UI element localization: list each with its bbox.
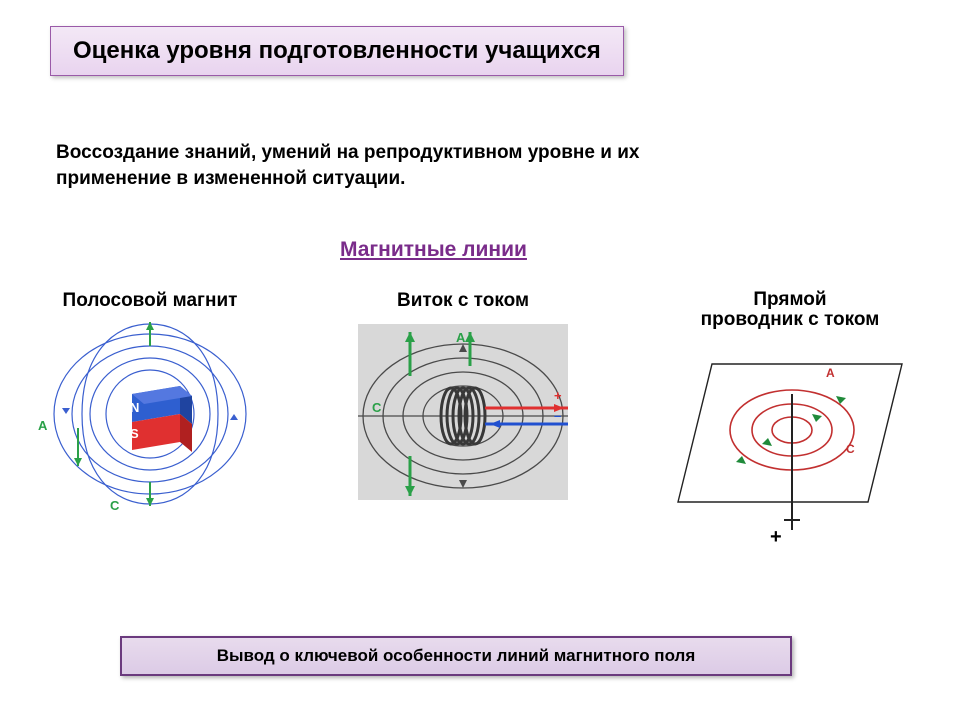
straight-wire-figure — [666, 334, 914, 540]
axis-a-label: А — [38, 418, 47, 433]
slide-body: Оценка уровня подготовленности учащихся … — [0, 0, 960, 720]
minus-label: – — [554, 408, 561, 423]
diagram-label: Прямой проводник с током — [640, 290, 940, 330]
axis-a-label: А — [456, 330, 465, 345]
diagrams-row: Полосовой магнит — [0, 290, 960, 590]
axis-c-label: С — [110, 498, 119, 513]
diagram-bar-magnet: Полосовой магнит — [20, 290, 280, 512]
diagram-label: Полосовой магнит — [20, 290, 280, 312]
conclusion-text: Вывод о ключевой особенности линий магни… — [217, 646, 696, 665]
conclusion-box: Вывод о ключевой особенности линий магни… — [120, 636, 792, 676]
intro-paragraph: Воссоздание знаний, умений на репродукти… — [56, 140, 696, 191]
plus-label: + — [770, 526, 782, 549]
plus-label: + — [554, 388, 562, 403]
diagram-label: Виток с током — [318, 290, 608, 312]
page-title: Оценка уровня подготовленности учащихся — [73, 37, 601, 64]
axis-c-label: С — [846, 442, 855, 456]
section-heading: Магнитные линии — [340, 238, 527, 262]
diagram-current-loop: Виток с током — [318, 290, 608, 508]
diagram-straight-wire: Прямой проводник с током — [640, 290, 940, 540]
title-box: Оценка уровня подготовленности учащихся — [50, 26, 624, 76]
bar-magnet-figure — [42, 316, 258, 512]
axis-c-label: С — [372, 400, 381, 415]
axis-a-label: А — [826, 366, 835, 380]
pole-n-label: N — [130, 400, 139, 415]
pole-s-label: S — [130, 426, 139, 441]
